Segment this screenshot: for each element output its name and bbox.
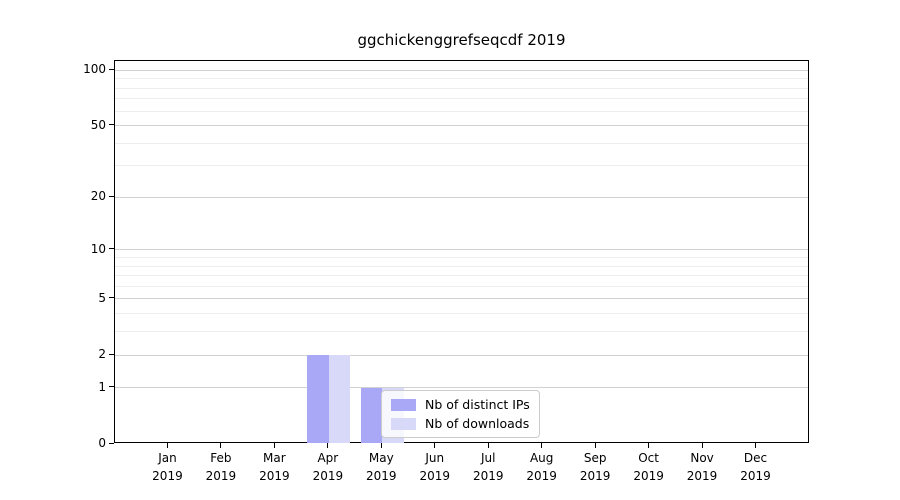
y-tick-mark [109, 442, 114, 444]
minor-gridline [115, 78, 808, 80]
x-tick-label: May 2019 [346, 450, 416, 485]
x-tick-month: May [368, 451, 394, 465]
y-tick-mark [109, 297, 114, 299]
x-tick-label: Feb 2019 [186, 450, 256, 485]
x-tick-year: 2019 [633, 468, 664, 483]
x-tick-month: Jul [480, 451, 496, 465]
y-tick-label: 20 [90, 189, 106, 204]
x-tick-year: 2019 [366, 468, 397, 483]
minor-gridline [115, 257, 808, 259]
y-tick-mark [109, 248, 114, 250]
minor-gridline [115, 142, 808, 144]
x-tick-month: Dec [743, 451, 768, 465]
y-tick-mark [109, 124, 114, 126]
y-tick-mark [109, 386, 114, 388]
y-tick-label: 5 [98, 290, 106, 305]
x-tick-month: Nov [690, 451, 714, 465]
legend-label-downloads: Nb of downloads [425, 416, 530, 431]
x-tick-year: 2019 [152, 468, 183, 483]
x-tick-year: 2019 [419, 468, 451, 483]
y-tick-mark [109, 195, 114, 197]
x-tick-month: Mar [263, 451, 286, 465]
x-tick-mark [701, 443, 703, 448]
x-tick-mark [327, 443, 329, 448]
x-tick-month: Aug [529, 451, 554, 465]
x-tick-month: Feb [210, 451, 232, 465]
x-tick-month: Jan [158, 451, 177, 465]
minor-gridline [115, 313, 808, 315]
x-tick-year: 2019 [259, 468, 290, 483]
major-gridline [115, 196, 808, 198]
y-tick-label: 0 [98, 436, 106, 450]
x-tick-month: Oct [638, 451, 659, 465]
x-tick-label: Apr 2019 [293, 450, 363, 485]
minor-gridline [115, 110, 808, 112]
minor-gridline [115, 98, 808, 100]
y-tick-label: 50 [90, 117, 106, 132]
bar-distinct-ips [360, 387, 383, 443]
legend-item-downloads: Nb of downloads [391, 416, 530, 431]
x-tick-month: Jun [425, 451, 445, 465]
legend: Nb of distinct IPs Nb of downloads [381, 390, 540, 438]
legend-swatch-distinct-ips-icon [391, 398, 416, 411]
x-tick-mark [755, 443, 757, 448]
x-tick-mark [648, 443, 650, 448]
x-tick-label: Jan 2019 [132, 450, 202, 485]
x-tick-year: 2019 [526, 468, 557, 483]
y-tick-label: 2 [98, 347, 106, 362]
x-tick-year: 2019 [472, 468, 504, 483]
x-tick-mark [166, 443, 168, 448]
x-tick-mark [220, 443, 222, 448]
minor-gridline [115, 285, 808, 287]
major-gridline [115, 249, 808, 251]
bar-downloads [328, 355, 351, 443]
x-tick-mark [434, 443, 436, 448]
major-gridline [115, 354, 808, 356]
y-tick-label: 100 [83, 62, 106, 77]
minor-gridline [115, 275, 808, 277]
x-tick-mark [273, 443, 275, 448]
x-tick-label: Jun 2019 [400, 450, 470, 485]
chart-title: ggchickenggrefseqcdf 2019 [357, 31, 566, 49]
x-tick-label: Aug 2019 [507, 450, 577, 485]
x-tick-month: Apr [317, 451, 339, 465]
y-tick-mark [109, 353, 114, 355]
x-tick-year: 2019 [579, 468, 611, 483]
minor-gridline [115, 87, 808, 89]
legend-item-distinct-ips: Nb of distinct IPs [391, 397, 530, 412]
x-tick-label: Nov 2019 [667, 450, 737, 485]
x-tick-label: Sep 2019 [560, 450, 630, 485]
x-tick-mark [541, 443, 543, 448]
minor-gridline [115, 331, 808, 333]
minor-gridline [115, 165, 808, 167]
x-tick-year: 2019 [686, 468, 718, 483]
y-tick-mark [109, 68, 114, 70]
major-gridline [115, 125, 808, 127]
major-gridline [115, 298, 808, 300]
x-tick-label: Dec 2019 [721, 450, 791, 485]
plot-area: Nb of distinct IPs Nb of downloads [114, 60, 809, 443]
x-tick-mark [487, 443, 489, 448]
legend-label-distinct-ips: Nb of distinct IPs [425, 397, 530, 412]
x-tick-year: 2019 [312, 468, 344, 483]
x-tick-label: Jul 2019 [453, 450, 523, 485]
x-tick-label: Oct 2019 [614, 450, 684, 485]
legend-swatch-downloads-icon [391, 417, 416, 430]
x-tick-year: 2019 [205, 468, 237, 483]
major-gridline [115, 387, 808, 389]
bar-distinct-ips [307, 355, 329, 443]
x-tick-mark [594, 443, 596, 448]
x-tick-label: Mar 2019 [239, 450, 309, 485]
y-tick-label: 10 [90, 241, 106, 256]
x-tick-month: Sep [583, 451, 607, 465]
x-tick-mark [380, 443, 382, 448]
major-gridline [115, 69, 808, 71]
y-tick-label: 1 [98, 379, 106, 394]
minor-gridline [115, 265, 808, 267]
x-tick-year: 2019 [740, 468, 771, 483]
